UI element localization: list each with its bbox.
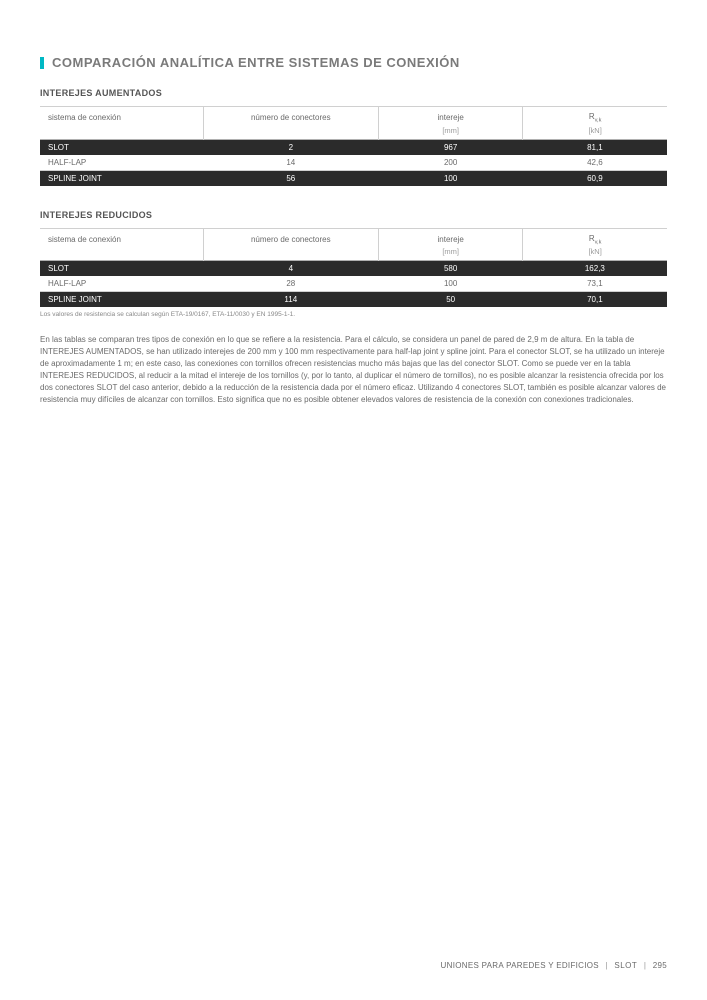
table-block-reducidos: INTEREJES REDUCIDOS sistema de conexión … <box>40 210 667 320</box>
page-footer: UNIONES PARA PAREDES Y EDIFICIOS | SLOT … <box>441 961 667 970</box>
cell: 4 <box>203 261 379 277</box>
table1-title: INTEREJES AUMENTADOS <box>40 88 667 98</box>
unit-sistema <box>40 247 203 261</box>
cell: 60,9 <box>523 170 667 186</box>
table-row: SPLINE JOINT 114 50 70,1 <box>40 292 667 308</box>
cell: HALF-LAP <box>40 155 203 171</box>
cell: SLOT <box>40 261 203 277</box>
unit-rvk: [kN] <box>523 247 667 261</box>
footer-product: SLOT <box>614 961 637 970</box>
col-sistema: sistema de conexión <box>40 228 203 247</box>
cell: 114 <box>203 292 379 308</box>
cell: 70,1 <box>523 292 667 308</box>
footer-separator-icon: | <box>605 961 607 970</box>
cell: 100 <box>379 170 523 186</box>
table-header-row: sistema de conexión número de conectores… <box>40 107 667 126</box>
unit-rvk: [kN] <box>523 126 667 140</box>
cell: 81,1 <box>523 139 667 155</box>
table-header-row: sistema de conexión número de conectores… <box>40 228 667 247</box>
table2-title: INTEREJES REDUCIDOS <box>40 210 667 220</box>
col-numero: número de conectores <box>203 107 379 126</box>
unit-intereje: [mm] <box>379 126 523 140</box>
cell: SPLINE JOINT <box>40 170 203 186</box>
unit-numero <box>203 126 379 140</box>
table-block-aumentados: INTEREJES AUMENTADOS sistema de conexión… <box>40 88 667 186</box>
table-row: SLOT 2 967 81,1 <box>40 139 667 155</box>
cell: 42,6 <box>523 155 667 171</box>
footer-separator-icon: | <box>644 961 646 970</box>
col-intereje: intereje <box>379 228 523 247</box>
footer-category: UNIONES PARA PAREDES Y EDIFICIOS <box>441 961 599 970</box>
cell: 162,3 <box>523 261 667 277</box>
table-row: HALF-LAP 28 100 73,1 <box>40 276 667 292</box>
cell: 580 <box>379 261 523 277</box>
table-row: SPLINE JOINT 56 100 60,9 <box>40 170 667 186</box>
table2-footnote: Los valores de resistencia se calculan s… <box>40 311 667 319</box>
section-heading: COMPARACIÓN ANALÍTICA ENTRE SISTEMAS DE … <box>40 55 667 70</box>
cell: SLOT <box>40 139 203 155</box>
body-paragraph: En las tablas se comparan tres tipos de … <box>40 334 667 406</box>
table-row: SLOT 4 580 162,3 <box>40 261 667 277</box>
cell: 100 <box>379 276 523 292</box>
table-row: HALF-LAP 14 200 42,6 <box>40 155 667 171</box>
heading-text: COMPARACIÓN ANALÍTICA ENTRE SISTEMAS DE … <box>52 55 460 70</box>
unit-sistema <box>40 126 203 140</box>
cell: 2 <box>203 139 379 155</box>
col-rvk: Rv,k <box>523 107 667 126</box>
cell: 73,1 <box>523 276 667 292</box>
cell: 14 <box>203 155 379 171</box>
cell: 50 <box>379 292 523 308</box>
col-numero: número de conectores <box>203 228 379 247</box>
footer-page-number: 295 <box>653 961 667 970</box>
cell: HALF-LAP <box>40 276 203 292</box>
cell: 200 <box>379 155 523 171</box>
unit-numero <box>203 247 379 261</box>
table-aumentados: sistema de conexión número de conectores… <box>40 106 667 186</box>
heading-accent-marker <box>40 57 44 69</box>
col-intereje: intereje <box>379 107 523 126</box>
unit-intereje: [mm] <box>379 247 523 261</box>
col-sistema: sistema de conexión <box>40 107 203 126</box>
col-rvk: Rv,k <box>523 228 667 247</box>
table-reducidos: sistema de conexión número de conectores… <box>40 228 667 308</box>
cell: SPLINE JOINT <box>40 292 203 308</box>
cell: 28 <box>203 276 379 292</box>
table-unit-row: [mm] [kN] <box>40 126 667 140</box>
table-unit-row: [mm] [kN] <box>40 247 667 261</box>
cell: 56 <box>203 170 379 186</box>
cell: 967 <box>379 139 523 155</box>
